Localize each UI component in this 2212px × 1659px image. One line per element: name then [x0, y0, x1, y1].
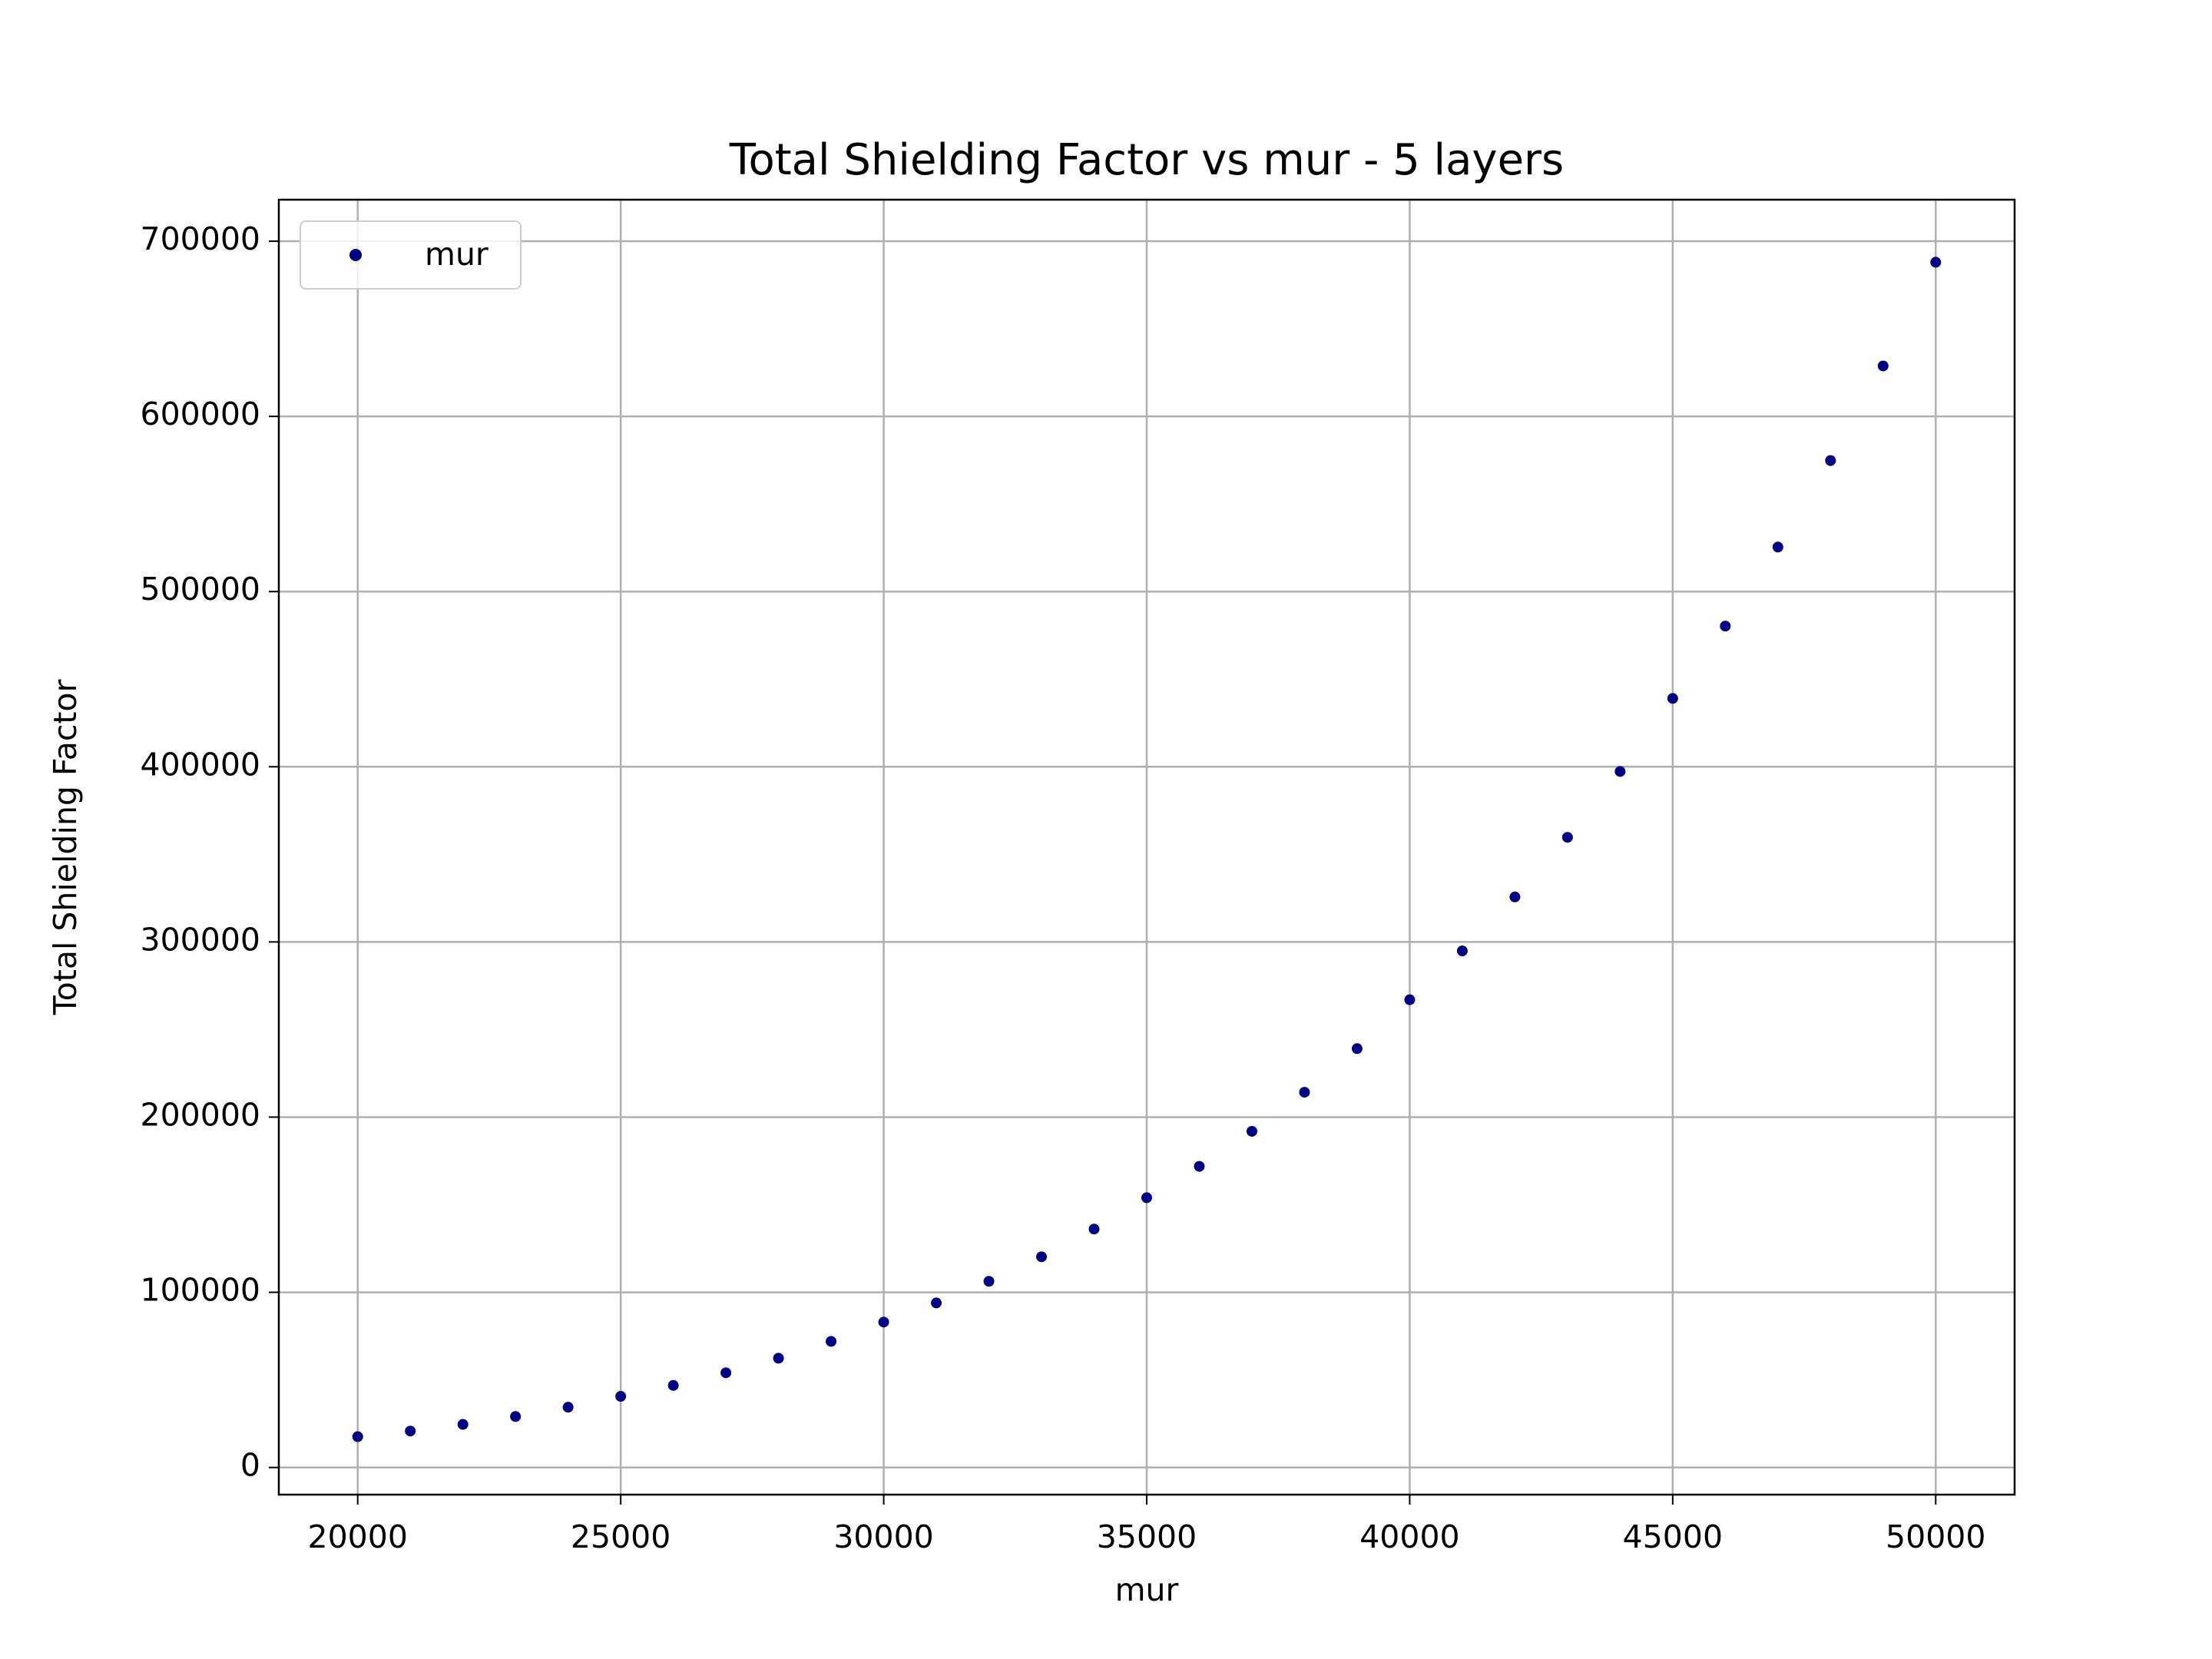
- y-tick-label: 500000: [140, 571, 260, 608]
- y-tick-label: 700000: [140, 220, 260, 257]
- point: [983, 1276, 995, 1287]
- point: [1456, 945, 1468, 957]
- plot-frame: [277, 198, 2016, 1496]
- point: [1299, 1087, 1310, 1098]
- point: [720, 1367, 732, 1379]
- point: [878, 1316, 889, 1328]
- point: [1930, 257, 1942, 268]
- point: [1351, 1043, 1363, 1055]
- chart-title: Total Shielding Factor vs mur - 5 layers: [729, 135, 1564, 185]
- point: [1720, 621, 1731, 632]
- point: [667, 1379, 679, 1391]
- y-tick-label: 100000: [140, 1272, 260, 1309]
- point: [1667, 693, 1678, 704]
- point: [1141, 1192, 1152, 1204]
- y-tick-label: 400000: [140, 746, 260, 783]
- point: [405, 1426, 416, 1437]
- x-tick-label: 20000: [308, 1518, 408, 1555]
- legend-marker: [349, 249, 362, 261]
- point: [1772, 541, 1783, 553]
- point: [1509, 891, 1521, 902]
- point: [1561, 832, 1573, 843]
- point: [1194, 1161, 1205, 1172]
- point: [1404, 994, 1416, 1005]
- y-tick-label: 0: [240, 1447, 260, 1484]
- y-tick-label: 300000: [140, 921, 260, 958]
- point: [510, 1411, 522, 1422]
- point: [1036, 1251, 1048, 1263]
- x-tick-label: 40000: [1359, 1518, 1459, 1555]
- x-tick-label: 30000: [833, 1518, 933, 1555]
- x-tick-label: 35000: [1097, 1518, 1197, 1555]
- point: [1877, 360, 1889, 372]
- legend-label: mur: [425, 236, 488, 273]
- legend-box: [300, 220, 522, 290]
- point: [615, 1391, 627, 1402]
- x-tick-label: 45000: [1623, 1518, 1723, 1555]
- x-axis-label: mur: [1115, 1571, 1179, 1608]
- y-tick-label: 600000: [140, 396, 260, 432]
- x-tick-label: 25000: [571, 1518, 671, 1555]
- y-tick-label: 200000: [140, 1096, 260, 1133]
- point: [773, 1353, 784, 1364]
- point: [562, 1402, 574, 1413]
- point: [931, 1297, 942, 1309]
- x-tick-label: 50000: [1886, 1518, 1985, 1555]
- point: [352, 1431, 363, 1442]
- point: [826, 1336, 837, 1347]
- point: [1614, 766, 1626, 777]
- point: [1825, 455, 1836, 466]
- point: [1088, 1224, 1100, 1235]
- point: [1246, 1125, 1257, 1137]
- y-axis-label: Total Shielding Factor: [47, 679, 84, 1015]
- point: [457, 1419, 469, 1430]
